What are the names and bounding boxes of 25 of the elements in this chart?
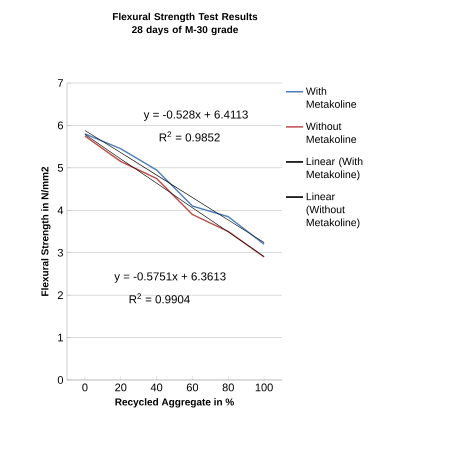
y-tick-label: 5 xyxy=(58,164,63,172)
legend-label: Without Metakoline xyxy=(306,122,356,144)
x-tick-label: 80 xyxy=(222,384,234,392)
legend-label: With Metakoline xyxy=(306,87,356,108)
chart-title: Flexural Strength Test Results 28 days of M-30 grade xyxy=(112,12,258,36)
annotation: y = -0.5751x + 6.3613 xyxy=(114,272,226,283)
y-tick-label: 1 xyxy=(58,334,63,342)
y-tick-label: 4 xyxy=(58,206,64,214)
y-tick-label: 3 xyxy=(58,248,63,257)
y-tick-label: 2 xyxy=(58,291,63,299)
x-tick-label: 60 xyxy=(186,384,198,392)
y-tick-label: 6 xyxy=(58,122,63,130)
annotation: R$^{2}$ = 0.9904 xyxy=(130,293,190,304)
legend-label: Linear (Without Metakoline) xyxy=(306,192,360,228)
y-tick-label: 0 xyxy=(58,376,64,384)
x-axis-title: Recycled Aggregate in % xyxy=(115,398,234,408)
x-tick-label: 100 xyxy=(256,384,273,392)
legend-label: Linear (With Metakoline) xyxy=(306,157,362,180)
annotation: y = -0.528x + 6.4113 xyxy=(144,110,248,121)
x-tick-label: 40 xyxy=(150,384,162,392)
annotation: R$^{2}$ = 0.9852 xyxy=(160,131,220,142)
y-axis-title: Flexural Strength in N/mm2 xyxy=(41,166,50,296)
x-tick-label: 20 xyxy=(115,384,126,392)
y-tick-label: 7 xyxy=(58,79,63,87)
x-tick-label: 0 xyxy=(82,384,88,392)
